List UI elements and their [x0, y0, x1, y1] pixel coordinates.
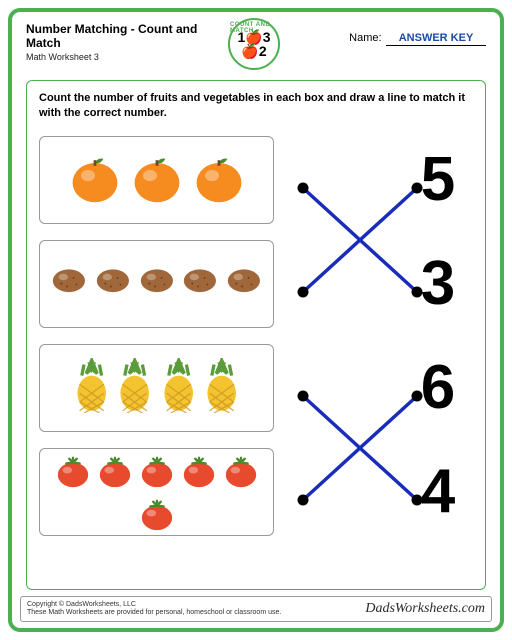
footer: Copyright © DadsWorksheets, LLC These Ma…: [20, 596, 492, 622]
name-value: ANSWER KEY: [386, 32, 486, 46]
tomato-icon: [181, 455, 217, 494]
kiwi-icon: [181, 265, 219, 302]
copyright-text: Copyright © DadsWorksheets, LLC: [27, 601, 281, 609]
pineapple-icon: [116, 358, 153, 418]
kiwi-icon: [138, 265, 176, 302]
name-label: Name:: [349, 32, 381, 44]
instruction-text: Count the number of fruits and vegetable…: [39, 91, 473, 121]
match-number: 3: [413, 253, 463, 315]
fruit-box-pineapple: [39, 344, 274, 432]
kiwi-icon: [94, 265, 132, 302]
tomato-icon: [139, 455, 175, 494]
pineapple-icon: [73, 358, 110, 418]
fruit-box-tomato: [39, 448, 274, 536]
tomato-icon: [139, 498, 175, 537]
tomato-icon: [97, 455, 133, 494]
kiwi-icon: [225, 265, 263, 302]
orange-icon: [129, 149, 185, 210]
footer-left: Copyright © DadsWorksheets, LLC These Ma…: [27, 601, 281, 618]
header: Number Matching - Count and Match Math W…: [18, 18, 494, 76]
outer-frame: Number Matching - Count and Match Math W…: [8, 8, 504, 632]
pineapple-icon: [203, 358, 240, 418]
tomato-icon: [223, 455, 259, 494]
content-frame: Count the number of fruits and vegetable…: [26, 80, 486, 590]
fruit-box-kiwi: [39, 240, 274, 328]
match-row: 5: [39, 135, 473, 225]
header-left: Number Matching - Count and Match Math W…: [26, 22, 224, 62]
worksheet-page: Number Matching - Count and Match Math W…: [0, 0, 512, 640]
match-number: 5: [413, 149, 463, 211]
count-match-logo: COUNT AND MATCH 1🍎3 🍎2: [228, 18, 280, 70]
fruit-box-orange: [39, 136, 274, 224]
match-number: 6: [413, 357, 463, 419]
rows-container: 5 3 6 4: [39, 135, 473, 537]
tagline-text: These Math Worksheets are provided for p…: [27, 609, 281, 617]
match-row: 4: [39, 447, 473, 537]
subtitle: Math Worksheet 3: [26, 52, 224, 62]
kiwi-icon: [50, 265, 88, 302]
match-row: 6: [39, 343, 473, 433]
orange-icon: [191, 149, 247, 210]
pineapple-icon: [160, 358, 197, 418]
orange-icon: [67, 149, 123, 210]
title: Number Matching - Count and Match: [26, 22, 224, 50]
tomato-icon: [55, 455, 91, 494]
match-number: 4: [413, 461, 463, 523]
match-row: 3: [39, 239, 473, 329]
logo-arc-text: COUNT AND MATCH: [230, 22, 278, 34]
logo-numbers: 1🍎3 🍎2: [237, 30, 270, 58]
name-area: Name: ANSWER KEY: [288, 22, 486, 46]
site-name: DadsWorksheets.com: [365, 601, 485, 617]
